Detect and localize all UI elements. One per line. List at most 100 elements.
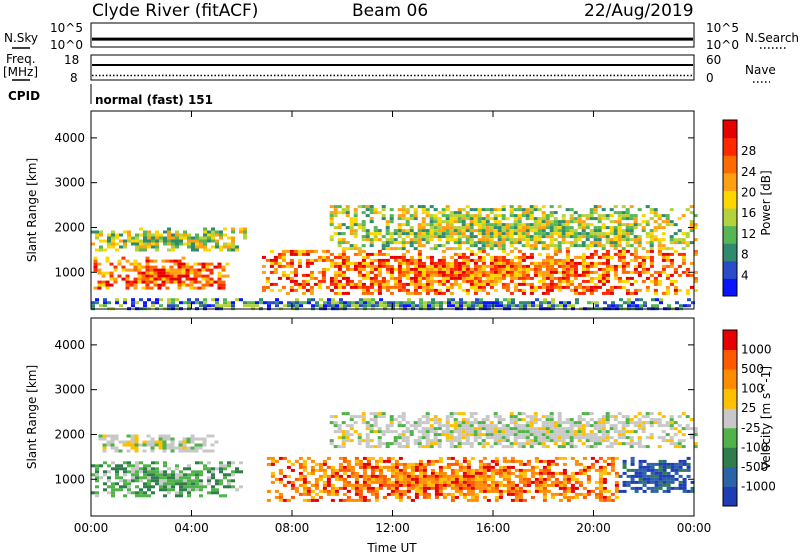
range-gate-cell [529,445,534,449]
range-gate-cell [395,304,399,308]
range-gate-cell [117,259,122,263]
range-gate-cell [365,433,370,437]
range-gate-cell [493,208,498,212]
range-gate-cell [513,433,518,437]
range-gate-cell [429,261,434,265]
range-gate-cell [501,217,506,221]
range-gate-cell [637,288,642,292]
range-gate-cell [473,270,478,274]
range-gate-cell [689,436,694,440]
range-gate-cell [617,264,622,268]
range-gate-cell [269,270,274,274]
range-gate-cell [605,226,610,230]
range-gate-cell [643,304,647,308]
range-gate-cell [105,259,110,263]
range-gate-cell [107,476,111,480]
range-gate-cell [313,282,318,286]
range-gate-cell [673,270,678,274]
range-gate-cell [333,276,338,280]
range-gate-cell [442,474,447,478]
range-gate-cell [187,494,191,498]
range-gate-cell [210,443,215,447]
range-gate-cell [449,232,454,236]
range-gate-cell [270,462,275,466]
range-gate-cell [481,226,486,230]
range-gate-cell [329,421,334,425]
range-gate-cell [570,471,575,475]
range-gate-cell [473,288,478,292]
range-gate-cell [509,238,514,242]
range-gate-cell [378,465,383,469]
range-gate-cell [489,436,494,440]
range-gate-cell [377,291,382,295]
range-gate-cell [518,474,523,478]
range-gate-cell [682,480,687,484]
range-gate-cell [441,229,446,233]
range-gate-cell [517,232,522,236]
range-gate-cell [489,270,494,274]
range-gate-cell [449,261,454,265]
range-gate-cell [337,226,342,230]
range-gate-cell [167,479,171,483]
range-gate-cell [615,304,619,308]
range-gate-cell [401,412,406,416]
range-gate-cell [474,492,479,496]
range-gate-cell [293,249,298,253]
date-title: 22/Aug/2019 [584,1,694,21]
range-gate-cell [197,274,202,278]
range-gate-cell [445,205,450,209]
range-gate-cell [606,498,611,502]
range-gate-cell [283,304,287,308]
range-gate-cell [465,264,470,268]
range-gate-cell [509,276,514,280]
range-gate-cell [195,476,199,480]
nsky-label: N.Sky [4,31,38,45]
range-gate-cell [417,442,422,446]
range-gate-cell [206,434,211,438]
range-gate-cell [153,271,158,275]
range-gate-cell [513,238,518,242]
range-gate-cell [482,456,487,460]
range-gate-cell [597,418,602,422]
range-gate-cell [102,437,107,441]
range-gate-cell [574,471,579,475]
range-gate-cell [493,430,498,434]
range-gate-cell [601,415,606,419]
range-gate-cell [191,482,195,486]
range-gate-cell [337,205,342,209]
range-gate-cell [381,442,386,446]
range-gate-cell [433,214,438,218]
range-gate-cell [605,279,610,283]
range-gate-cell [557,220,562,224]
range-gate-cell [417,223,422,227]
range-gate-cell [493,235,498,239]
range-gate-cell [597,241,602,245]
range-gate-cell [353,223,358,227]
range-gate-cell [361,418,366,422]
range-gate-cell [162,434,167,438]
range-gate-cell [686,456,691,460]
range-gate-cell [149,271,154,275]
range-gate-cell [481,235,486,239]
range-gate-cell [413,247,418,251]
range-gate-cell [581,424,586,428]
range-gate-cell [569,208,574,212]
range-gate-cell [407,298,411,302]
range-gate-cell [557,418,562,422]
range-gate-cell [601,433,606,437]
range-gate-cell [601,276,606,280]
range-gate-cell [577,424,582,428]
range-gate-cell [173,262,178,266]
range-gate-cell [577,418,582,422]
range-gate-cell [437,244,442,248]
range-gate-cell [470,471,475,475]
range-gate-cell [370,477,375,481]
x-tick-label: 20:00 [576,521,611,535]
range-gate-cell [405,208,410,212]
range-gate-cell [167,227,171,231]
range-gate-cell [393,442,398,446]
range-gate-cell [378,480,383,484]
range-gate-cell [677,439,682,443]
range-gate-cell [270,456,275,460]
range-gate-cell [223,301,227,305]
